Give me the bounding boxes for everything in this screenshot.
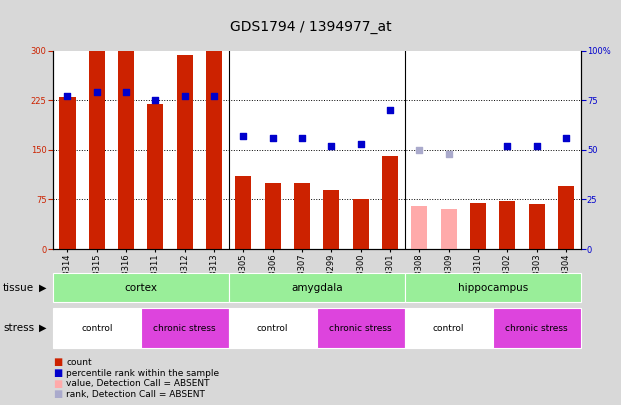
Point: [180, 93, 190, 100]
Bar: [324, 190, 340, 249]
Bar: [53, 308, 141, 348]
Bar: [528, 204, 545, 249]
Text: chronic stress: chronic stress: [153, 324, 216, 333]
Point: [502, 143, 512, 149]
Point: [443, 151, 453, 157]
Point: [268, 135, 278, 141]
Bar: [353, 199, 369, 249]
Bar: [141, 308, 229, 348]
Point: [92, 89, 102, 96]
Text: stress: stress: [3, 323, 34, 333]
Point: [297, 135, 307, 141]
Bar: [60, 97, 76, 249]
Bar: [229, 308, 317, 348]
Bar: [147, 104, 163, 249]
Bar: [118, 51, 134, 249]
Text: ▶: ▶: [39, 323, 47, 333]
Text: control: control: [81, 324, 112, 333]
Point: [150, 97, 160, 103]
Bar: [317, 308, 405, 348]
Bar: [411, 206, 427, 249]
Point: [209, 93, 219, 100]
Text: chronic stress: chronic stress: [329, 324, 392, 333]
Bar: [558, 186, 574, 249]
Text: GDS1794 / 1394977_at: GDS1794 / 1394977_at: [230, 20, 391, 34]
Bar: [405, 273, 581, 302]
Bar: [89, 51, 105, 249]
Text: tissue: tissue: [3, 283, 34, 292]
Bar: [405, 308, 492, 348]
Bar: [492, 308, 581, 348]
Point: [385, 107, 395, 113]
Point: [121, 89, 131, 96]
Bar: [235, 176, 252, 249]
Bar: [206, 51, 222, 249]
Point: [414, 147, 424, 153]
Text: hippocampus: hippocampus: [458, 283, 528, 292]
Text: chronic stress: chronic stress: [505, 324, 568, 333]
Text: ■: ■: [53, 389, 62, 399]
Text: ■: ■: [53, 368, 62, 378]
Text: ▶: ▶: [39, 283, 47, 292]
Text: count: count: [66, 358, 92, 367]
Bar: [265, 183, 281, 249]
Bar: [53, 273, 229, 302]
Bar: [177, 55, 193, 249]
Text: value, Detection Call = ABSENT: value, Detection Call = ABSENT: [66, 379, 210, 388]
Text: cortex: cortex: [124, 283, 157, 292]
Text: percentile rank within the sample: percentile rank within the sample: [66, 369, 220, 377]
Bar: [229, 273, 405, 302]
Text: control: control: [433, 324, 465, 333]
Bar: [441, 209, 456, 249]
Point: [63, 93, 73, 100]
Bar: [294, 183, 310, 249]
Point: [327, 143, 337, 149]
Text: rank, Detection Call = ABSENT: rank, Detection Call = ABSENT: [66, 390, 206, 399]
Bar: [499, 201, 515, 249]
Text: control: control: [257, 324, 289, 333]
Bar: [470, 203, 486, 249]
Text: ■: ■: [53, 358, 62, 367]
Text: ■: ■: [53, 379, 62, 388]
Point: [532, 143, 542, 149]
Point: [356, 141, 366, 147]
Text: amygdala: amygdala: [291, 283, 343, 292]
Point: [561, 135, 571, 141]
Bar: [382, 156, 398, 249]
Point: [238, 133, 248, 139]
